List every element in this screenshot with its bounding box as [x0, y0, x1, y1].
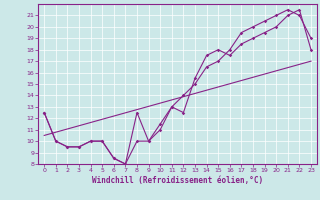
X-axis label: Windchill (Refroidissement éolien,°C): Windchill (Refroidissement éolien,°C)	[92, 176, 263, 185]
